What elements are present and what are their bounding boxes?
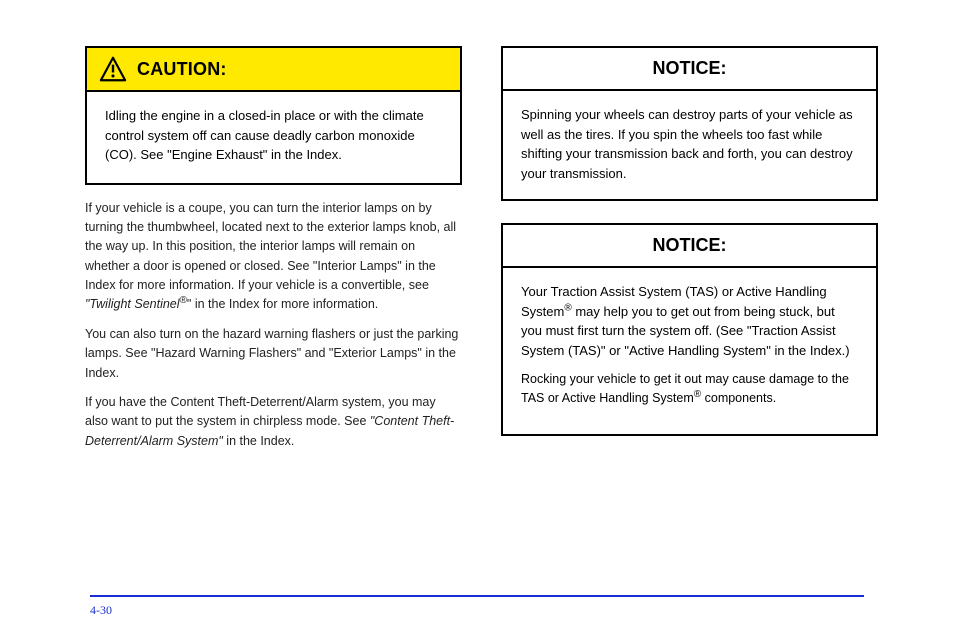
registered-icon: ® bbox=[564, 302, 571, 313]
spacer bbox=[501, 201, 878, 223]
caution-header: CAUTION: bbox=[87, 48, 460, 92]
caution-label: CAUTION: bbox=[137, 59, 227, 80]
right-column: NOTICE: Spinning your wheels can destroy… bbox=[501, 46, 878, 436]
notice2-p1: Your Traction Assist System (TAS) or Act… bbox=[521, 282, 858, 360]
notice-box-2: NOTICE: Your Traction Assist System (TAS… bbox=[501, 223, 878, 436]
left-p2: You can also turn on the hazard warning … bbox=[85, 325, 462, 383]
caution-body: Idling the engine in a closed-in place o… bbox=[87, 92, 460, 183]
footer-rule bbox=[90, 595, 864, 597]
notice2-body: Your Traction Assist System (TAS) or Act… bbox=[503, 268, 876, 434]
notice1-body: Spinning your wheels can destroy parts o… bbox=[503, 91, 876, 199]
page: CAUTION: Idling the engine in a closed-i… bbox=[0, 0, 954, 636]
left-tail-text: If your vehicle is a coupe, you can turn… bbox=[85, 199, 462, 452]
left-column: CAUTION: Idling the engine in a closed-i… bbox=[85, 46, 462, 461]
warning-triangle-icon bbox=[99, 56, 127, 82]
footer: 4-30 bbox=[90, 595, 864, 618]
notice-box-1: NOTICE: Spinning your wheels can destroy… bbox=[501, 46, 878, 201]
left-p3: If you have the Content Theft-Deterrent/… bbox=[85, 393, 462, 451]
notice2-p2: Rocking your vehicle to get it out may c… bbox=[521, 370, 858, 408]
left-p1: If your vehicle is a coupe, you can turn… bbox=[85, 199, 462, 315]
notice1-title: NOTICE: bbox=[503, 48, 876, 91]
caution-box: CAUTION: Idling the engine in a closed-i… bbox=[85, 46, 462, 185]
notice2-title: NOTICE: bbox=[503, 225, 876, 268]
page-number: 4-30 bbox=[90, 603, 864, 618]
